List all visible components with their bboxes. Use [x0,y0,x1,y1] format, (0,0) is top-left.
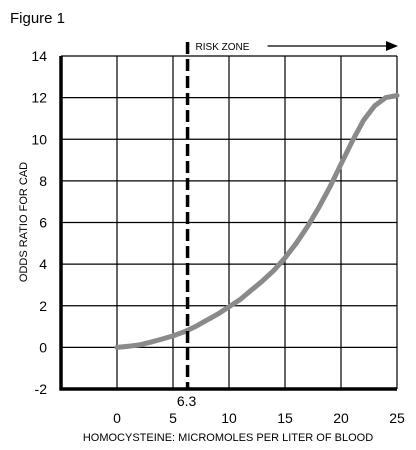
x-tick-label: 15 [277,410,293,426]
threshold-label: 6.3 [177,393,197,409]
x-tick-label: 10 [221,410,237,426]
y-tick-label: 12 [31,90,47,106]
y-tick-label: 10 [31,131,47,147]
y-tick-label: 14 [31,48,47,64]
y-tick-label: 2 [39,298,47,314]
figure-label: Figure 1 [10,10,65,27]
axes-frame [59,56,397,391]
series-layer [114,93,400,350]
tick-labels: -2 0 2 4 6 8 10 12 14 0 5 10 15 20 25 [31,48,405,426]
series-line [114,93,400,350]
risk-zone-label: RISK ZONE [196,42,250,53]
threshold-layer: 6.3 RISK ZONE [177,41,398,409]
risk-zone-arrowhead [386,41,398,51]
x-axis-label: HOMOCYSTEINE: MICROMOLES PER LITER OF BL… [83,432,373,444]
x-tick-label: 20 [333,410,349,426]
x-tick-label: 5 [169,410,177,426]
y-tick-label: 6 [39,215,47,231]
y-tick-label: 0 [39,339,47,355]
x-tick-label: 0 [113,410,121,426]
y-axis-label: ODDS RATIO FOR CAD [18,162,30,282]
x-tick-label: 25 [389,410,405,426]
y-tick-label: 8 [39,173,47,189]
grid [61,55,398,390]
y-tick-label: 4 [39,256,47,272]
y-tick-label: -2 [35,381,48,397]
